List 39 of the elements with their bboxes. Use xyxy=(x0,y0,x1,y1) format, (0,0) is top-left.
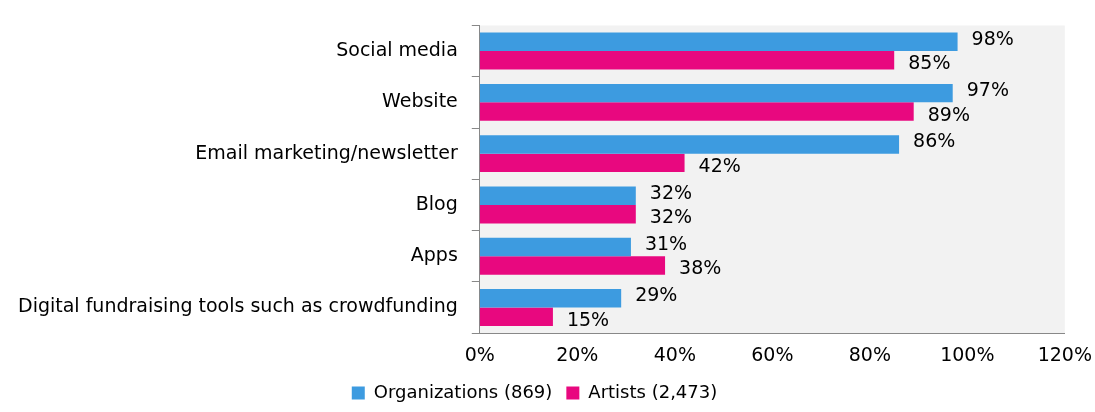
data-label: 29% xyxy=(635,283,678,306)
bar xyxy=(479,204,636,224)
bar xyxy=(479,32,958,52)
data-label: 15% xyxy=(566,307,610,330)
data-label: 98% xyxy=(971,26,1014,49)
bar xyxy=(479,237,631,257)
y-tick-label: Website xyxy=(382,89,458,112)
bar xyxy=(479,153,685,173)
x-tick-label: 60% xyxy=(751,342,794,365)
bar xyxy=(479,135,900,154)
y-tick-label: Email marketing/newsletter xyxy=(195,140,458,163)
data-label: 85% xyxy=(908,51,951,74)
bar xyxy=(479,186,636,205)
x-tick-label: 20% xyxy=(556,342,599,365)
bar xyxy=(479,307,553,327)
x-tick-label: 0% xyxy=(464,342,495,365)
data-label: 89% xyxy=(927,102,970,125)
x-tick-label: 80% xyxy=(848,342,891,365)
data-label: 32% xyxy=(649,180,693,203)
data-label: 38% xyxy=(679,256,722,279)
data-label: 32% xyxy=(649,205,693,228)
data-label: 31% xyxy=(644,231,688,254)
bar xyxy=(479,289,622,308)
x-tick-label: 40% xyxy=(653,342,696,365)
legend-label: Organizations (869) xyxy=(373,380,553,402)
bar xyxy=(479,256,666,275)
legend-label: Artists (2,473) xyxy=(588,380,718,402)
data-label: 97% xyxy=(966,78,1009,101)
bar xyxy=(479,102,914,121)
y-tick-label: Digital fundraising tools such as crowdfunding xyxy=(18,294,458,317)
data-label: 86% xyxy=(913,129,956,152)
x-tick-label: 100% xyxy=(940,342,995,365)
bar xyxy=(479,83,953,103)
y-tick-label: Apps xyxy=(410,243,458,266)
x-tick-label: 120% xyxy=(1037,342,1092,365)
y-tick-label: Social media xyxy=(336,37,458,60)
bar xyxy=(479,51,895,70)
y-tick-label: Blog xyxy=(415,191,458,214)
data-label: 42% xyxy=(698,153,741,176)
